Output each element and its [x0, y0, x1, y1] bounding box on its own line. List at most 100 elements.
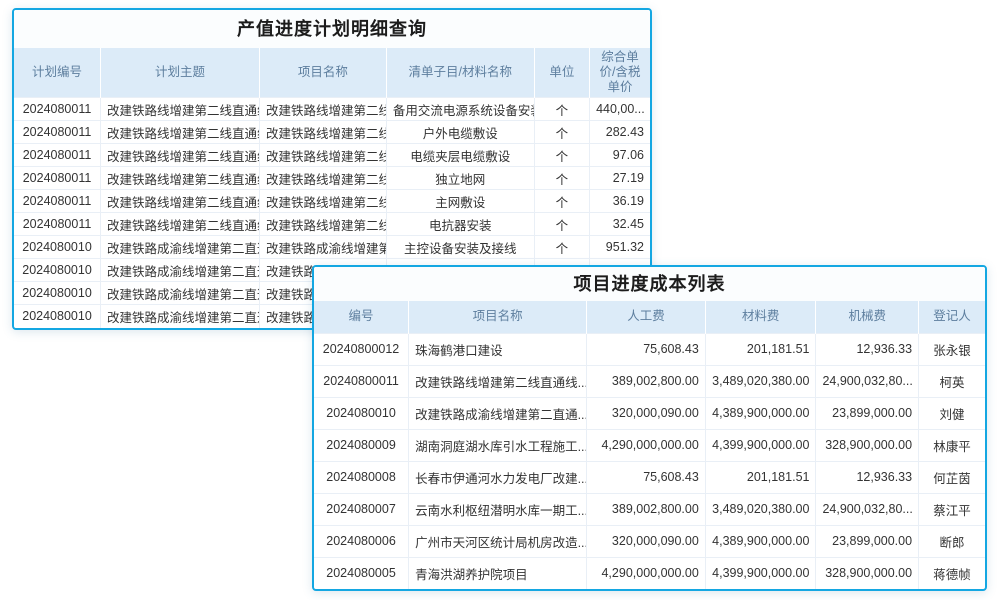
plan_no-cell[interactable]: 2024080010 [14, 304, 102, 328]
plan_subject-cell[interactable]: 改建铁路成渝线增建第二直通 [100, 235, 261, 259]
plan_subject-cell[interactable]: 改建铁路成渝线增建第二直通 [100, 281, 261, 305]
col-header-labor_cost: 人工费 [586, 301, 706, 333]
project_name-cell[interactable]: 湖南洞庭湖水库引水工程施工... [408, 428, 588, 461]
project_name-cell[interactable]: 改建铁路线增建第二线直通 [259, 97, 387, 121]
material_cost-cell: 201,181.51 [705, 332, 817, 365]
plan_no-cell[interactable]: 2024080010 [14, 258, 102, 282]
plan-detail-panel-title: 产值进度计划明细查询 [14, 10, 650, 48]
plan_subject-cell[interactable]: 改建铁路线增建第二线直通线 [100, 166, 261, 190]
registrant-cell[interactable]: 刘健 [918, 396, 985, 429]
registrant-cell[interactable]: 断郎 [918, 524, 985, 557]
col-header-material_cost: 材料费 [705, 301, 817, 333]
table-row: 2024080005 青海洪湖养护院项目 4,290,000,000.00 4,399… [314, 556, 985, 589]
registrant-cell[interactable]: 何芷茵 [918, 460, 985, 493]
project_name-cell[interactable]: 改建铁路线增建第二线直通 [259, 212, 387, 236]
registrant-cell[interactable]: 张永银 [918, 332, 985, 365]
price-cell: 27.19 [589, 166, 650, 190]
table-row: 2024080011改建铁路线增建第二线直通线改建铁路线增建第二线直通备用交流电… [14, 97, 650, 121]
machine_cost-cell: 23,899,000.00 [815, 524, 920, 557]
unit-cell: 个 [534, 189, 591, 213]
col-header-item_name: 清单子目/材料名称 [386, 48, 535, 98]
col-header-unit: 单位 [534, 48, 591, 98]
project_name-cell[interactable]: 青海洪湖养护院项目 [408, 556, 588, 589]
project_name-cell[interactable]: 改建铁路线增建第二线直通 [259, 120, 387, 144]
item_name-cell: 主网敷设 [386, 189, 535, 213]
registrant-cell[interactable]: 林康平 [918, 428, 985, 461]
registrant-cell[interactable]: 蒋德帧 [918, 556, 985, 589]
plan_subject-cell[interactable]: 改建铁路线增建第二线直通线 [100, 143, 261, 167]
plan_no-cell[interactable]: 2024080011 [14, 120, 102, 144]
machine_cost-cell: 23,899,000.00 [815, 396, 920, 429]
labor_cost-cell: 75,608.43 [586, 460, 706, 493]
no-cell[interactable]: 2024080005 [314, 556, 410, 589]
table-header-row: 计划编号 计划主题 项目名称 清单子目/材料名称 单位 综合单价/含税单价 [14, 48, 650, 98]
price-cell: 951.32 [589, 235, 650, 259]
labor_cost-cell: 75,608.43 [586, 332, 706, 365]
plan_no-cell[interactable]: 2024080011 [14, 189, 102, 213]
item_name-cell: 备用交流电源系统设备安装 [386, 97, 535, 121]
item_name-cell: 户外电缆敷设 [386, 120, 535, 144]
material_cost-cell: 3,489,020,380.00 [705, 364, 817, 397]
material_cost-cell: 4,389,900,000.00 [705, 524, 817, 557]
material_cost-cell: 4,389,900,000.00 [705, 396, 817, 429]
project_name-cell[interactable]: 广州市天河区统计局机房改造... [408, 524, 588, 557]
unit-cell: 个 [534, 166, 591, 190]
table-row: 2024080011改建铁路线增建第二线直通线改建铁路线增建第二线直通电抗器安装… [14, 212, 650, 236]
col-header-project_name: 项目名称 [259, 48, 387, 98]
no-cell[interactable]: 2024080010 [314, 396, 410, 429]
plan_subject-cell[interactable]: 改建铁路成渝线增建第二直通 [100, 258, 261, 282]
machine_cost-cell: 24,900,032,80... [815, 364, 920, 397]
price-cell: 36.19 [589, 189, 650, 213]
project_name-cell[interactable]: 改建铁路线增建第二线直通 [259, 143, 387, 167]
plan_no-cell[interactable]: 2024080010 [14, 281, 102, 305]
price-cell: 32.45 [589, 212, 650, 236]
no-cell[interactable]: 2024080007 [314, 492, 410, 525]
table-row: 2024080011改建铁路线增建第二线直通线改建铁路线增建第二线直通主网敷设个… [14, 189, 650, 213]
plan_no-cell[interactable]: 2024080011 [14, 143, 102, 167]
plan_no-cell[interactable]: 2024080010 [14, 235, 102, 259]
table-row: 2024080007 云南水利枢纽潜明水库一期工... 389,002,800.00… [314, 492, 985, 525]
material_cost-cell: 201,181.51 [705, 460, 817, 493]
plan_subject-cell[interactable]: 改建铁路线增建第二线直通线 [100, 189, 261, 213]
no-cell[interactable]: 20240800012 [314, 332, 410, 365]
registrant-cell[interactable]: 柯英 [918, 364, 985, 397]
registrant-cell[interactable]: 蔡江平 [918, 492, 985, 525]
plan_no-cell[interactable]: 2024080011 [14, 212, 102, 236]
project_name-cell[interactable]: 云南水利枢纽潜明水库一期工... [408, 492, 588, 525]
material_cost-cell: 4,399,900,000.00 [705, 556, 817, 589]
table-row: 2024080010 改建铁路成渝线增建第二直通... 320,000,090.00… [314, 396, 985, 429]
unit-cell: 个 [534, 97, 591, 121]
table-row: 20240800012 珠海鹤港口建设 75,608.43 201,181.51 12,… [314, 332, 985, 365]
material_cost-cell: 3,489,020,380.00 [705, 492, 817, 525]
plan_no-cell[interactable]: 2024080011 [14, 97, 102, 121]
project_name-cell[interactable]: 改建铁路成渝线增建第二直通... [408, 396, 588, 429]
project_name-cell[interactable]: 长春市伊通河水力发电厂改建... [408, 460, 588, 493]
item_name-cell: 主控设备安装及接线 [386, 235, 535, 259]
plan_no-cell[interactable]: 2024080011 [14, 166, 102, 190]
price-cell: 97.06 [589, 143, 650, 167]
no-cell[interactable]: 20240800011 [314, 364, 410, 397]
no-cell[interactable]: 2024080008 [314, 460, 410, 493]
item_name-cell: 电抗器安装 [386, 212, 535, 236]
col-header-registrant: 登记人 [918, 301, 985, 333]
no-cell[interactable]: 2024080006 [314, 524, 410, 557]
price-cell: 440,00... [589, 97, 650, 121]
labor_cost-cell: 320,000,090.00 [586, 524, 706, 557]
col-header-machine_cost: 机械费 [815, 301, 920, 333]
project_name-cell[interactable]: 改建铁路线增建第二线直通线... [408, 364, 588, 397]
price-cell: 282.43 [589, 120, 650, 144]
plan_subject-cell[interactable]: 改建铁路线增建第二线直通线 [100, 212, 261, 236]
plan_subject-cell[interactable]: 改建铁路线增建第二线直通线 [100, 97, 261, 121]
project_name-cell[interactable]: 改建铁路成渝线增建第二直 [259, 235, 387, 259]
cost-list-table: 编号 项目名称 人工费 材料费 机械费 登记人 20240800012 珠海鹤港口建设 75,6… [314, 301, 985, 589]
plan_subject-cell[interactable]: 改建铁路成渝线增建第二直通 [100, 304, 261, 328]
machine_cost-cell: 328,900,000.00 [815, 556, 920, 589]
project_name-cell[interactable]: 改建铁路线增建第二线直通 [259, 166, 387, 190]
machine_cost-cell: 328,900,000.00 [815, 428, 920, 461]
project_name-cell[interactable]: 改建铁路线增建第二线直通 [259, 189, 387, 213]
plan_subject-cell[interactable]: 改建铁路线增建第二线直通线 [100, 120, 261, 144]
project_name-cell[interactable]: 珠海鹤港口建设 [408, 332, 588, 365]
col-header-plan_no: 计划编号 [14, 48, 102, 98]
no-cell[interactable]: 2024080009 [314, 428, 410, 461]
machine_cost-cell: 24,900,032,80... [815, 492, 920, 525]
